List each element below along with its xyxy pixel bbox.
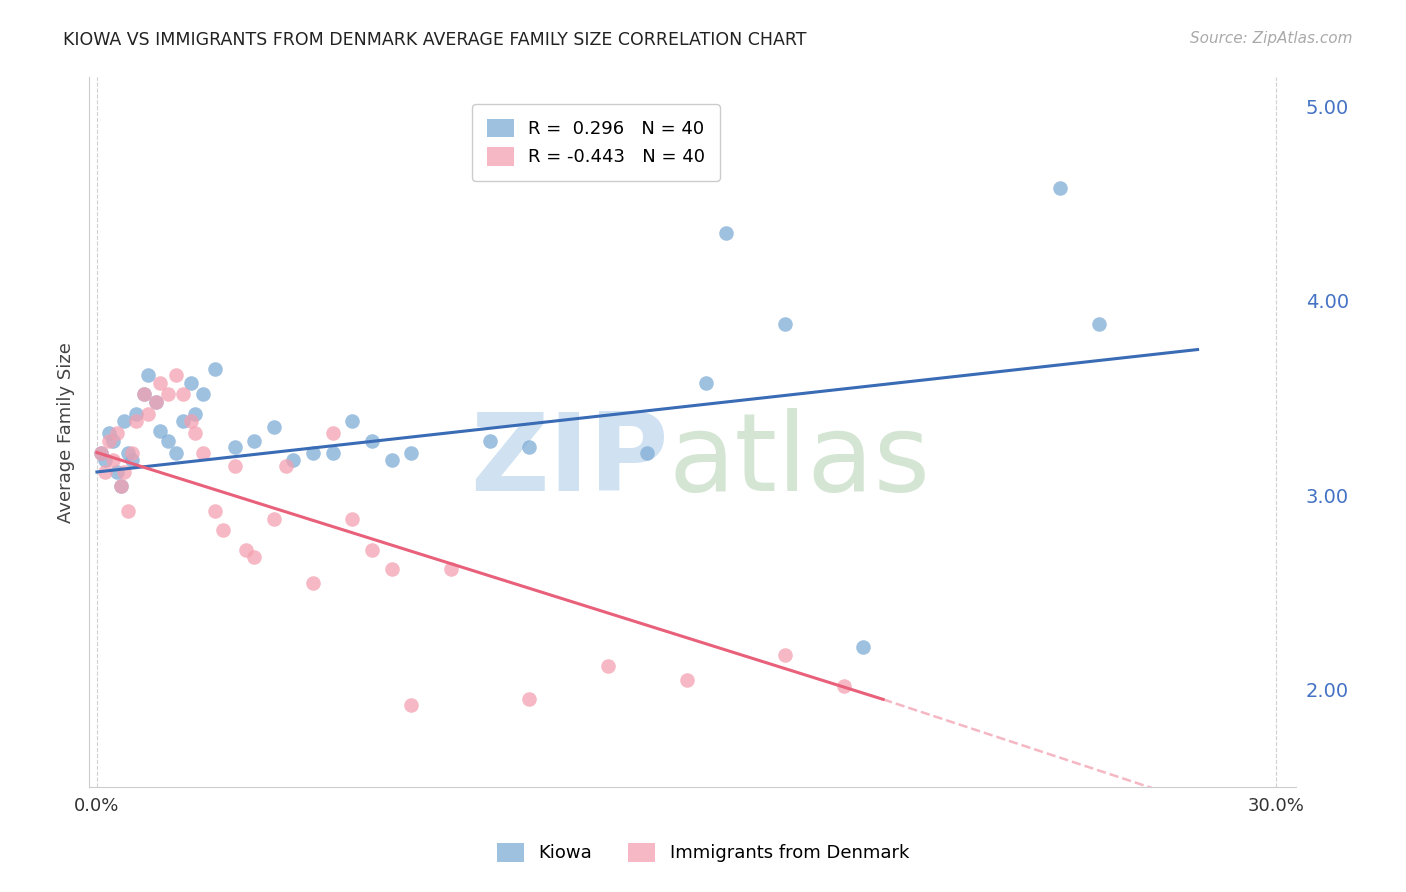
Point (105, 465, 128, 479)
Text: KIOWA VS IMMIGRANTS FROM DENMARK AVERAGE FAMILY SIZE CORRELATION CHART: KIOWA VS IMMIGRANTS FROM DENMARK AVERAGE… (63, 31, 807, 49)
Point (117, 445, 139, 459)
Point (479, 434, 502, 448)
Point (401, 698, 423, 713)
Point (136, 407, 159, 421)
Point (101, 453, 124, 467)
Point (596, 659, 619, 673)
Point (149, 424, 172, 438)
Point (191, 387, 214, 401)
Text: atlas: atlas (668, 408, 931, 514)
Point (165, 445, 187, 459)
Point (401, 445, 423, 459)
Point (342, 414, 364, 428)
Point (636, 445, 658, 459)
Point (440, 562, 463, 576)
Point (322, 426, 344, 441)
Point (94, 465, 117, 479)
Point (90, 445, 112, 459)
Point (773, 648, 796, 662)
Point (274, 459, 297, 474)
Point (243, 550, 266, 565)
Point (517, 692, 540, 706)
Point (121, 445, 143, 459)
Point (381, 562, 404, 576)
Point (184, 407, 207, 421)
Point (224, 459, 246, 474)
Point (1088, 318, 1111, 332)
Point (852, 640, 875, 654)
Point (125, 407, 148, 421)
Point (224, 440, 246, 454)
Point (479, 161, 502, 176)
Point (97, 434, 120, 448)
Point (381, 453, 404, 467)
Legend: R =  0.296   N = 40, R = -0.443   N = 40: R = 0.296 N = 40, R = -0.443 N = 40 (472, 104, 720, 181)
Point (302, 445, 325, 459)
Legend: Kiowa, Immigrants from Denmark: Kiowa, Immigrants from Denmark (489, 836, 917, 870)
Point (361, 434, 384, 448)
Point (361, 542, 384, 557)
Point (1049, 181, 1071, 195)
Point (675, 673, 697, 687)
Point (322, 445, 344, 459)
Point (165, 368, 187, 382)
Point (132, 387, 155, 401)
Point (110, 478, 132, 492)
Point (204, 362, 226, 376)
Point (172, 387, 194, 401)
Text: ZIP: ZIP (470, 408, 668, 514)
Point (243, 434, 266, 448)
Point (114, 414, 136, 428)
Point (714, 226, 737, 240)
Point (263, 511, 285, 525)
Point (204, 504, 226, 518)
Point (145, 395, 167, 409)
Point (235, 542, 257, 557)
Point (101, 434, 124, 448)
Point (184, 426, 207, 441)
Point (156, 434, 179, 448)
Point (211, 523, 233, 537)
Point (172, 414, 194, 428)
Y-axis label: Average Family Size: Average Family Size (58, 342, 75, 523)
Point (283, 453, 305, 467)
Point (832, 679, 855, 693)
Point (105, 426, 128, 441)
Point (180, 376, 202, 390)
Point (114, 465, 136, 479)
Point (121, 453, 143, 467)
Point (773, 318, 796, 332)
Point (517, 440, 540, 454)
Point (695, 376, 717, 390)
Point (263, 420, 285, 434)
Point (145, 395, 167, 409)
Point (342, 511, 364, 525)
Point (117, 504, 139, 518)
Text: Source: ZipAtlas.com: Source: ZipAtlas.com (1189, 31, 1353, 46)
Point (136, 368, 159, 382)
Point (132, 387, 155, 401)
Point (94, 453, 117, 467)
Point (149, 376, 172, 390)
Point (90, 445, 112, 459)
Point (180, 414, 202, 428)
Point (110, 478, 132, 492)
Point (302, 575, 325, 590)
Point (97, 426, 120, 441)
Point (125, 414, 148, 428)
Point (191, 445, 214, 459)
Point (156, 387, 179, 401)
